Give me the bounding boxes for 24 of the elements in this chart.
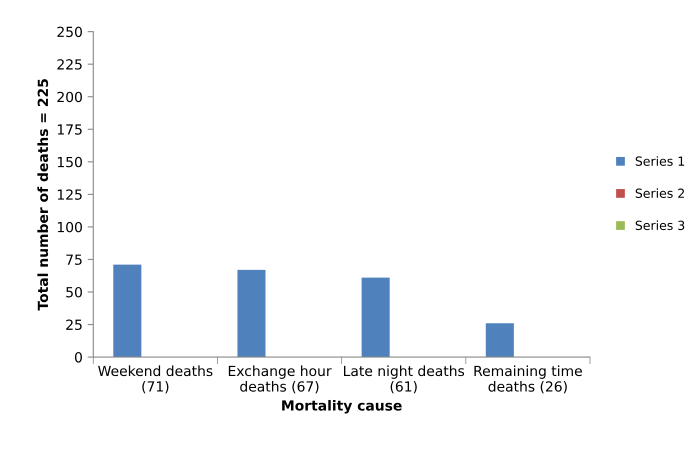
legend-label: Series 3 (636, 220, 684, 230)
x-tick-label: Exchange hour deaths (67) (228, 365, 332, 394)
x-tick-label: Remaining time deaths (26) (474, 365, 582, 394)
x-tick-label: Late night deaths (61) (344, 365, 464, 394)
bar (362, 278, 390, 358)
y-tick-label: 225 (57, 59, 82, 70)
y-tick-label: 0 (74, 352, 82, 363)
y-tick-label: 200 (57, 92, 82, 102)
y-tick-label: 250 (57, 26, 82, 38)
bar (113, 264, 142, 358)
legend-label: Series 1 (636, 156, 684, 166)
bar (237, 270, 266, 358)
y-tick-label: 100 (58, 222, 82, 232)
y-tick-label: 150 (58, 156, 82, 168)
y-tick-label: 50 (66, 286, 82, 298)
y-tick-label: 25 (66, 320, 82, 330)
y-tick-label: 125 (58, 189, 82, 200)
legend-label: Series 2 (636, 188, 684, 198)
y-axis-title: Total number of deaths = 225 (37, 79, 48, 310)
bar (486, 323, 514, 358)
x-tick-label: Weekend deaths (71) (98, 365, 212, 394)
x-axis-title: Mortality cause (282, 400, 402, 414)
y-tick-label: 75 (66, 254, 82, 265)
y-tick-label: 175 (58, 124, 82, 135)
